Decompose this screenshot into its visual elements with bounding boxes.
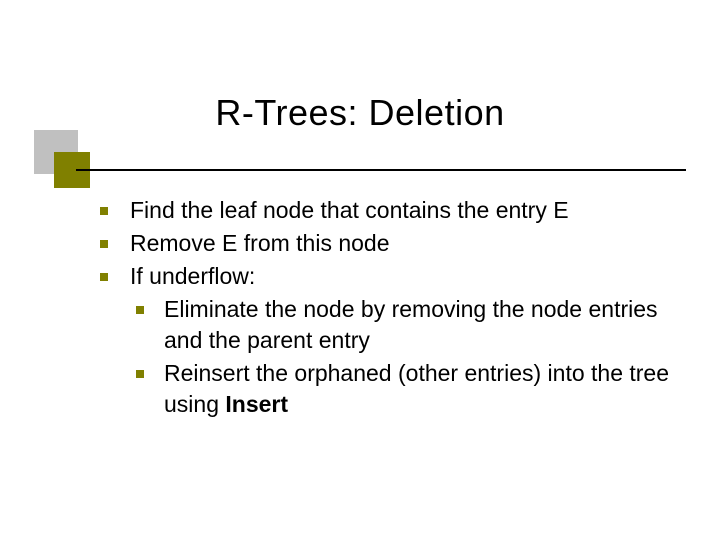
bullet-text: Remove E from this node bbox=[130, 230, 390, 256]
list-item: Remove E from this node bbox=[96, 228, 676, 259]
content-area: Find the leaf node that contains the ent… bbox=[96, 195, 676, 422]
list-item: If underflow: Eliminate the node by remo… bbox=[96, 261, 676, 420]
title-underline bbox=[76, 169, 686, 171]
title-block: R-Trees: Deletion bbox=[0, 92, 720, 134]
bullet-text: Find the leaf node that contains the ent… bbox=[130, 197, 569, 223]
bullet-text: If underflow: bbox=[130, 263, 255, 289]
bullet-list: Find the leaf node that contains the ent… bbox=[96, 195, 676, 420]
slide: R-Trees: Deletion Find the leaf node tha… bbox=[0, 0, 720, 540]
list-item: Eliminate the node by removing the node … bbox=[130, 294, 676, 356]
slide-title: R-Trees: Deletion bbox=[0, 92, 720, 134]
bullet-text-bold: Insert bbox=[225, 391, 288, 417]
sub-bullet-list: Eliminate the node by removing the node … bbox=[130, 294, 676, 420]
bullet-text: Eliminate the node by removing the node … bbox=[164, 296, 658, 353]
list-item: Reinsert the orphaned (other entries) in… bbox=[130, 358, 676, 420]
list-item: Find the leaf node that contains the ent… bbox=[96, 195, 676, 226]
